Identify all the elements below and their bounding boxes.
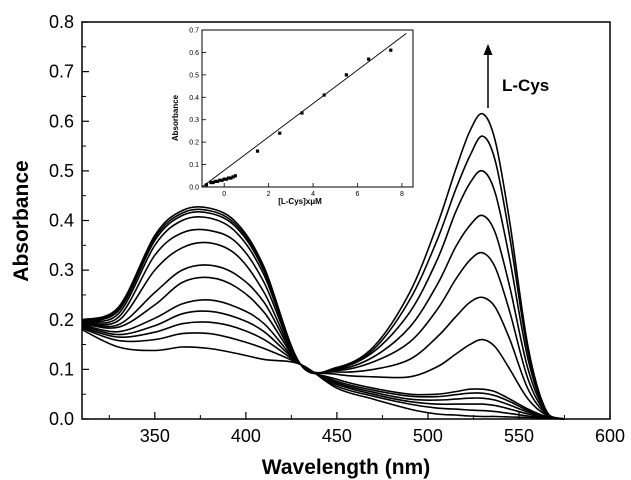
inset-y-tick-label: 0.3	[189, 117, 199, 124]
spectrum-line-2	[81, 327, 565, 420]
inset-y-axis-title: Absorbance	[171, 94, 180, 141]
y-tick-label: 0.2	[49, 310, 74, 330]
inset-x-tick-label: 4	[311, 191, 315, 198]
y-tick-label: 0.6	[49, 111, 74, 131]
x-tick-label: 450	[322, 426, 352, 446]
inset-x-axis-title: [L-Cys]xμM	[278, 197, 322, 206]
inset-data-point	[220, 178, 224, 182]
spectrum-line-11	[81, 169, 565, 420]
x-axis-title: Wavelength (nm)	[262, 456, 430, 479]
spectrum-line-5	[81, 298, 565, 420]
inset-fit-line-segment	[201, 33, 407, 188]
main-series	[81, 112, 565, 420]
inset-data-point	[218, 178, 222, 182]
inset-data-point	[222, 177, 226, 181]
x-tick-label: 500	[413, 426, 443, 446]
inset-ticks	[202, 29, 403, 188]
inset-y-tick-label: 0.4	[189, 95, 199, 102]
spectrum-line-10	[81, 214, 565, 420]
inset-y-tick-label: 0.0	[189, 185, 199, 192]
inset-data-point	[322, 93, 326, 97]
inset-data-point	[278, 131, 282, 135]
inset-y-tick-label: 0.7	[189, 28, 199, 35]
x-tick-label: 400	[231, 426, 261, 446]
inset-data-point	[255, 149, 260, 153]
y-tick-label: 0.5	[49, 161, 74, 181]
spectrum-line-13	[81, 112, 565, 420]
y-tick-label: 0.0	[49, 409, 74, 429]
x-tick-label: 350	[140, 426, 170, 446]
inset-x-tick-label: 0	[222, 191, 226, 198]
y-tick-label: 0.4	[49, 211, 74, 231]
inset-points	[204, 48, 393, 187]
inset-data-point	[231, 175, 235, 179]
inset-y-tick-label: 0.1	[189, 162, 199, 169]
inset-data-point	[209, 180, 213, 185]
spectrum-line-12	[81, 135, 565, 420]
x-tick-label: 550	[504, 426, 534, 446]
inset-tick-labels: 0 2 4 6 8 0.0 0.1 0.2 0.3 0.4 0.5 0.6 0.7	[189, 28, 404, 199]
inset-data-point	[344, 73, 348, 77]
inset-data-point	[211, 180, 215, 185]
inset-data-point	[366, 57, 371, 61]
y-tick-label: 0.1	[49, 359, 74, 379]
inset-data-point	[224, 177, 229, 181]
inset-data-point	[213, 179, 217, 183]
spectrum-line-9	[81, 228, 565, 420]
inset-data-point	[204, 183, 209, 187]
inset-data-point	[389, 48, 393, 52]
x-tick-label: 600	[595, 426, 625, 446]
inset-x-tick-label: 6	[356, 191, 360, 198]
y-tick-label: 0.8	[49, 12, 74, 32]
inset-data-point	[229, 176, 233, 180]
y-tick-label: 0.3	[49, 260, 74, 280]
spectrum-line-4	[81, 310, 565, 420]
inset-y-tick-label: 0.2	[189, 140, 199, 147]
y-axis-title: Absorbance	[10, 160, 33, 281]
annotation-label: L-Cys	[502, 76, 549, 95]
inset-data-point	[300, 111, 304, 115]
spectrum-line-8	[81, 241, 565, 420]
spectrum-line-6	[81, 276, 565, 420]
y-tick-label: 0.7	[49, 62, 74, 82]
inset-y-tick-label: 0.6	[189, 50, 199, 57]
inset-data-point	[215, 179, 220, 183]
inset-x-tick-label: 2	[267, 191, 271, 198]
spectrum-line-1	[81, 328, 565, 420]
spectrum-line-3	[81, 321, 565, 420]
spectrum-line-7	[81, 264, 565, 420]
inset-data-point	[227, 176, 231, 180]
inset-y-tick-label: 0.5	[189, 72, 199, 79]
main-tick-labels: 350 400 450 500 550 6000.00.10.20.30.40.50.60…	[49, 12, 625, 446]
increase-arrow	[483, 44, 493, 108]
inset-data-point	[233, 174, 237, 178]
inset-x-tick-label: 8	[400, 191, 404, 198]
inset-fit-line	[201, 33, 407, 188]
